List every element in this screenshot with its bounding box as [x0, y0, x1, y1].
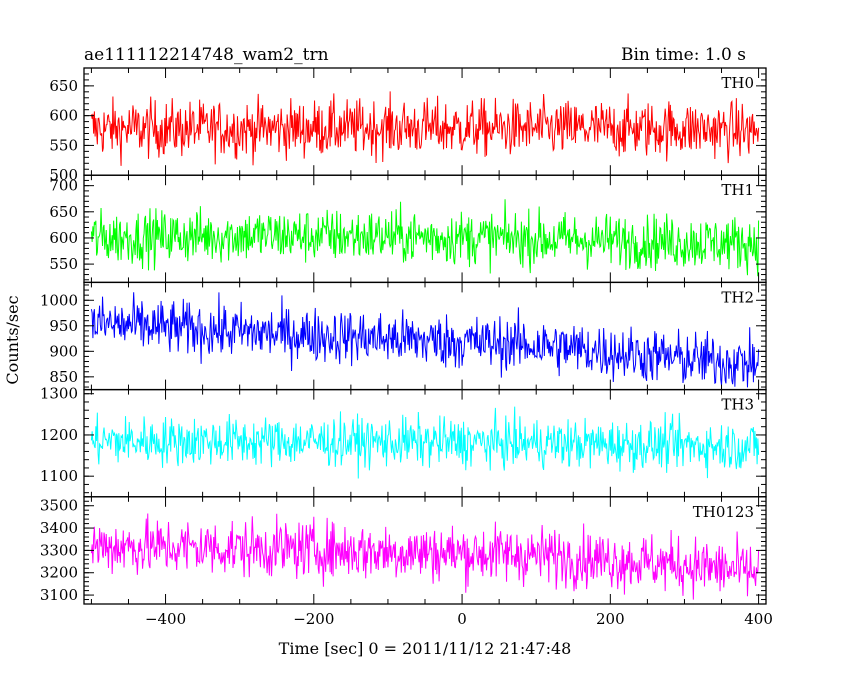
- series-line-th0: [90, 91, 760, 166]
- y-tick-label: 950: [49, 317, 78, 335]
- panel-label: TH2: [721, 288, 754, 306]
- y-tick-label: 3300: [40, 541, 78, 559]
- y-tick-label: 650: [49, 77, 78, 95]
- series-line-th0123: [90, 513, 760, 600]
- y-tick-label: 700: [49, 177, 78, 195]
- x-tick-label: 200: [596, 610, 625, 628]
- series-line-th1: [90, 199, 760, 277]
- y-tick-label: 500: [49, 166, 78, 184]
- y-tick-label: 600: [49, 229, 78, 247]
- y-tick-label: 3100: [40, 586, 78, 604]
- y-tick-label: 3200: [40, 564, 78, 582]
- panel-th2: TH2 850 900 950 1000: [40, 281, 767, 391]
- y-axis-label: Counts/sec: [3, 295, 22, 384]
- x-tick-label: 0: [457, 610, 467, 628]
- y-tick-label: 650: [49, 203, 78, 221]
- x-tick-label: −400: [145, 610, 186, 628]
- y-tick-label: 900: [49, 342, 78, 360]
- panel-label: TH0: [721, 74, 754, 92]
- y-tick-label: 3400: [40, 519, 78, 537]
- panel-th0: TH0 500 550 600 650: [49, 67, 767, 184]
- panel-th1: TH1 550 600 650 700: [49, 174, 767, 284]
- y-tick-label: 550: [49, 136, 78, 154]
- panel-label: TH1: [721, 181, 754, 199]
- series-line-th3: [90, 406, 760, 479]
- panel-label: TH0123: [693, 503, 754, 521]
- panel-th3: TH3 1100 1200 1300: [40, 385, 767, 498]
- bin-time-label: Bin time: 1.0 s: [621, 45, 746, 65]
- y-tick-label: 850: [49, 368, 78, 386]
- y-tick-label: 550: [49, 255, 78, 273]
- x-tick-label: −200: [293, 610, 334, 628]
- panel-label: TH3: [721, 396, 754, 414]
- panel-th0123: TH0123 3100 3200 3300 3400 3500: [40, 496, 767, 605]
- y-tick-label: 1000: [40, 291, 78, 309]
- series-line-th2: [90, 292, 760, 388]
- y-tick-label: 1100: [40, 467, 78, 485]
- y-tick-label: 1300: [40, 385, 78, 403]
- x-axis-label: Time [sec] 0 = 2011/11/12 21:47:48: [279, 639, 572, 658]
- y-tick-label: 3500: [40, 497, 78, 515]
- chart-title: ae111112214748_wam2_trn: [84, 45, 329, 65]
- panels: TH0 500 550 600 650 TH1 550 600 650 700 TH2 850 900 9…: [40, 67, 773, 628]
- y-tick-label: 600: [49, 107, 78, 125]
- x-tick-label: 400: [744, 610, 773, 628]
- y-tick-label: 1200: [40, 426, 78, 444]
